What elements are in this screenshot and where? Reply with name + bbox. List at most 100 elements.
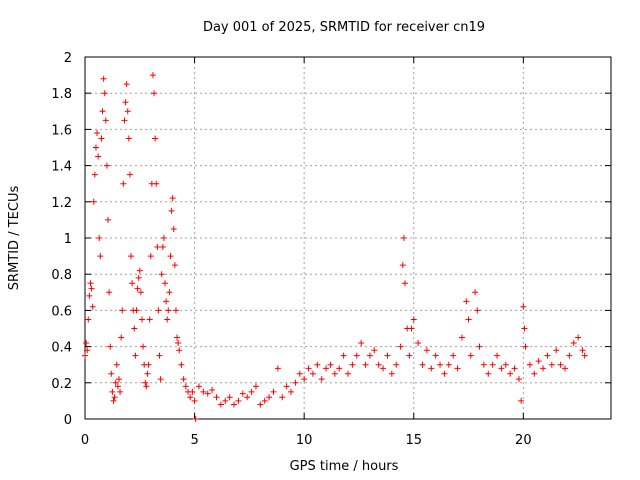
data-point — [274, 365, 281, 372]
data-point — [371, 347, 378, 354]
data-point — [151, 90, 158, 97]
data-point — [244, 394, 251, 401]
data-point — [111, 394, 118, 401]
data-point — [226, 394, 233, 401]
data-point — [131, 325, 138, 332]
data-point — [252, 383, 259, 390]
x-axis: 0 5 10 15 20 — [81, 57, 532, 448]
data-point — [415, 339, 422, 346]
data-point — [526, 361, 533, 368]
data-point — [401, 280, 408, 287]
data-point — [140, 343, 147, 350]
data-point — [157, 376, 164, 383]
data-point — [191, 397, 198, 404]
data-point — [161, 280, 168, 287]
data-point — [292, 379, 299, 386]
data-point — [507, 370, 514, 377]
data-point — [327, 361, 334, 368]
data-point — [209, 387, 216, 394]
data-point — [557, 361, 564, 368]
data-point — [147, 253, 154, 260]
data-point — [126, 171, 133, 178]
data-point — [86, 292, 93, 299]
data-point — [261, 397, 268, 404]
y-tick-label: 0.6 — [51, 304, 72, 319]
data-point — [494, 352, 501, 359]
data-point — [106, 289, 113, 296]
data-point — [362, 361, 369, 368]
data-point — [358, 339, 365, 346]
data-point — [90, 198, 97, 205]
data-point — [165, 307, 172, 314]
data-point — [159, 244, 166, 251]
data-point — [167, 253, 174, 260]
data-point — [511, 365, 518, 372]
data-point — [521, 325, 528, 332]
data-point — [408, 325, 415, 332]
data-point — [474, 307, 481, 314]
y-tick-label: 1.6 — [51, 123, 72, 138]
data-point — [113, 361, 120, 368]
data-point — [114, 383, 121, 390]
data-point — [94, 130, 101, 137]
data-point — [92, 144, 99, 151]
data-point — [388, 370, 395, 377]
x-tick-label: 10 — [296, 433, 313, 448]
data-point — [137, 289, 144, 296]
data-point — [99, 108, 106, 115]
data-point — [174, 334, 181, 341]
data-point — [83, 339, 90, 346]
data-point — [531, 370, 538, 377]
data-point — [465, 316, 472, 323]
data-point — [548, 361, 555, 368]
data-point — [432, 352, 439, 359]
data-point — [515, 376, 522, 383]
data-point — [472, 289, 479, 296]
data-point — [163, 298, 170, 305]
data-point — [502, 361, 509, 368]
data-point — [160, 235, 167, 241]
data-point — [87, 280, 94, 287]
data-point — [109, 388, 116, 395]
data-point — [119, 307, 126, 314]
y-tick-label: 2 — [64, 51, 72, 66]
data-point — [283, 383, 290, 390]
data-point — [115, 376, 122, 383]
data-point — [579, 347, 586, 354]
data-point — [85, 316, 92, 323]
data-point — [296, 370, 303, 377]
data-point — [428, 365, 435, 372]
x-tick-label: 20 — [515, 433, 532, 448]
data-point — [123, 81, 130, 88]
data-point — [172, 307, 179, 314]
y-tick-label: 0.8 — [51, 268, 72, 283]
data-point — [309, 370, 316, 377]
data-point — [124, 108, 131, 115]
data-point — [134, 285, 141, 292]
data-point — [518, 397, 525, 404]
data-point — [117, 388, 124, 395]
data-point — [375, 361, 382, 368]
data-point — [152, 135, 159, 142]
data-point — [314, 361, 321, 368]
data-point — [423, 347, 430, 354]
data-point — [231, 401, 238, 408]
x-tick-label: 5 — [190, 433, 198, 448]
y-tick-label: 0.4 — [51, 341, 72, 356]
data-point — [441, 370, 448, 377]
data-point — [96, 235, 103, 241]
data-point — [136, 267, 143, 274]
data-point — [200, 388, 207, 395]
x-axis-label: GPS time / hours — [290, 459, 399, 474]
chart-title: Day 001 of 2025, SRMTID for receiver cn1… — [203, 20, 485, 35]
data-point — [118, 334, 125, 341]
data-point — [164, 316, 171, 323]
data-point — [103, 162, 110, 169]
data-point — [187, 394, 194, 401]
data-point — [345, 370, 351, 377]
data-point — [145, 361, 152, 368]
data-point — [178, 361, 185, 368]
data-point — [149, 72, 156, 79]
data-point — [128, 253, 135, 260]
y-tick-label: 0 — [64, 413, 72, 428]
